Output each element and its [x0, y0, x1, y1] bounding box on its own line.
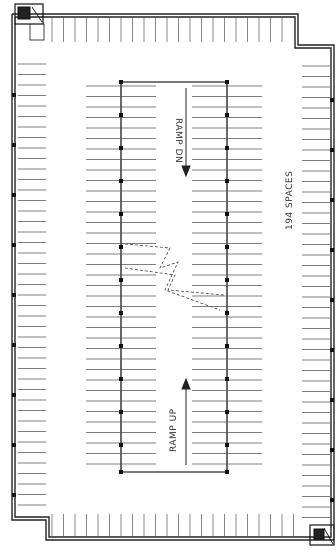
- column: [225, 377, 229, 381]
- column: [119, 80, 123, 84]
- ramp-up-label: RAMP UP: [169, 408, 179, 452]
- column: [225, 245, 229, 249]
- stair-core-icon: [14, 3, 45, 41]
- column: [12, 343, 16, 347]
- ramp-break-symbol: [124, 243, 225, 311]
- column: [12, 393, 16, 397]
- column: [225, 212, 229, 216]
- column: [225, 311, 229, 315]
- structural-columns: [12, 80, 334, 502]
- column: [12, 93, 16, 97]
- column: [119, 344, 123, 348]
- column: [225, 410, 229, 414]
- column: [119, 113, 123, 117]
- column: [12, 243, 16, 247]
- column: [119, 212, 123, 216]
- column: [12, 293, 16, 297]
- column: [225, 113, 229, 117]
- column: [330, 198, 334, 202]
- ramp-up-arrow-icon: [181, 377, 191, 465]
- column: [330, 398, 334, 402]
- spaces-count-label: 194 SPACES: [285, 171, 295, 230]
- column: [119, 179, 123, 183]
- building-outline: [11, 13, 335, 541]
- ramp-down-arrow-icon: [181, 88, 191, 178]
- column: [225, 278, 229, 282]
- column: [225, 179, 229, 183]
- column: [119, 278, 123, 282]
- column: [225, 470, 229, 474]
- parking-stalls: [18, 18, 330, 536]
- column: [330, 248, 334, 252]
- column: [119, 377, 123, 381]
- column: [12, 493, 16, 497]
- ramp-down-label: RAMP DN: [173, 118, 183, 163]
- column: [330, 498, 334, 502]
- column: [12, 193, 16, 197]
- column: [119, 443, 123, 447]
- column: [330, 98, 334, 102]
- column: [225, 80, 229, 84]
- column: [119, 146, 123, 150]
- column: [119, 245, 123, 249]
- column: [225, 443, 229, 447]
- column: [12, 143, 16, 147]
- column: [225, 146, 229, 150]
- column: [119, 410, 123, 414]
- elevator-core-icon: [309, 524, 335, 546]
- column: [119, 470, 123, 474]
- column: [330, 348, 334, 352]
- column: [119, 311, 123, 315]
- column: [12, 443, 16, 447]
- column: [330, 148, 334, 152]
- column: [330, 298, 334, 302]
- column: [225, 344, 229, 348]
- column: [330, 448, 334, 452]
